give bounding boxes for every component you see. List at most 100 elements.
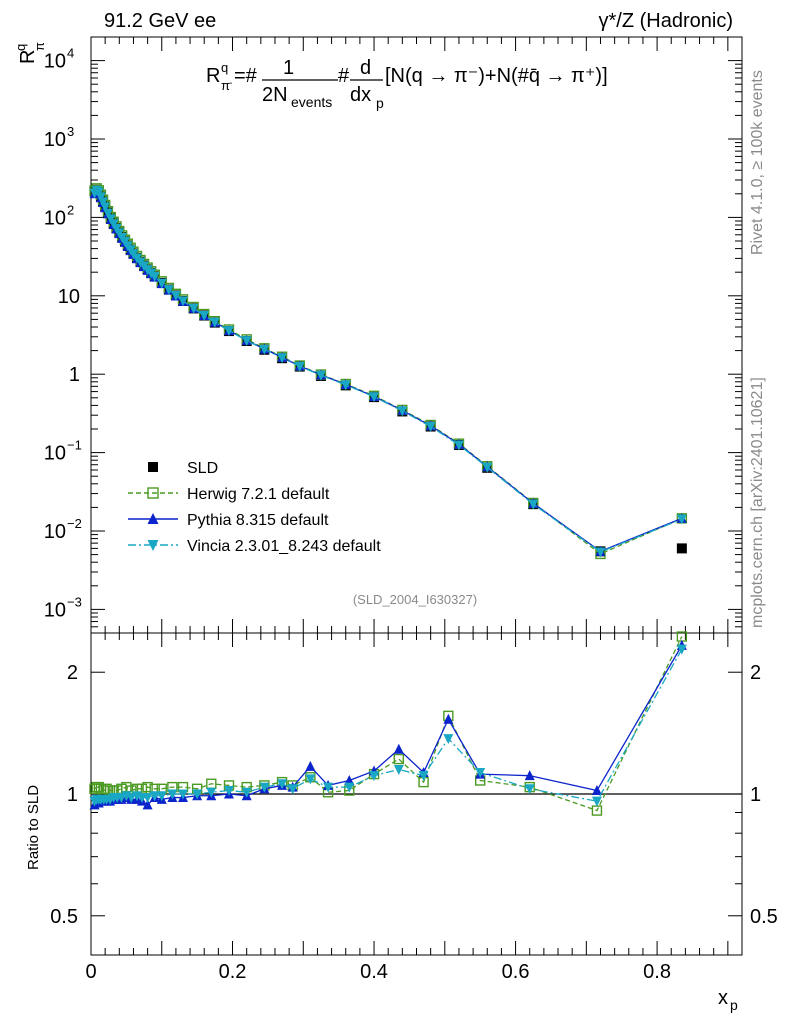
svg-text:d: d bbox=[360, 57, 371, 79]
xtick-label: 0.8 bbox=[643, 961, 671, 983]
xtick-label: 0.6 bbox=[502, 961, 530, 983]
legend-label: Pythia 8.315 default bbox=[187, 512, 329, 529]
data-point bbox=[163, 285, 174, 296]
ratio-point bbox=[126, 793, 137, 804]
series-line bbox=[94, 190, 683, 553]
data-point bbox=[315, 370, 326, 381]
svg-text:[N(q → π⁻)+N(#q̄ → π⁺)]: [N(q → π⁻)+N(#q̄ → π⁺)] bbox=[385, 65, 608, 87]
data-point bbox=[156, 278, 167, 289]
ratio-y-axis-title: Ratio to SLD bbox=[25, 785, 42, 870]
xtick-label: 0.2 bbox=[219, 961, 247, 983]
main-ytick-label: 10 bbox=[44, 51, 66, 73]
data-point bbox=[199, 311, 210, 322]
data-point bbox=[676, 514, 687, 525]
data-point bbox=[277, 353, 288, 364]
main-ytick-label: 10 bbox=[44, 443, 66, 465]
ratio-point bbox=[475, 768, 486, 779]
svg-text:1: 1 bbox=[283, 57, 294, 79]
svg-text:π: π bbox=[221, 78, 230, 93]
svg-text:dx: dx bbox=[350, 84, 371, 106]
ratio-point bbox=[305, 760, 316, 771]
data-point bbox=[482, 462, 493, 473]
data-point bbox=[223, 326, 234, 337]
series-line bbox=[94, 189, 683, 553]
main-ytick-label: 10 bbox=[58, 286, 80, 308]
ratio-point bbox=[142, 793, 153, 804]
main-ytick-label: 10 bbox=[44, 129, 66, 151]
ratio-point bbox=[167, 789, 178, 800]
ratio-ytick-label: 1 bbox=[67, 784, 78, 806]
main-ytick-exp: −3 bbox=[67, 594, 82, 609]
ratio-point bbox=[142, 781, 153, 793]
ratio-point bbox=[591, 805, 603, 816]
ratio-point bbox=[344, 774, 355, 785]
data-point bbox=[170, 290, 181, 301]
data-point bbox=[595, 547, 606, 558]
legend-marker bbox=[148, 462, 158, 472]
ratio-series-line bbox=[94, 636, 683, 812]
svg-text:R: R bbox=[17, 50, 39, 64]
legend-label: Herwig 7.2.1 default bbox=[187, 486, 330, 503]
ratio-point bbox=[156, 791, 167, 802]
ratio-point bbox=[393, 753, 405, 765]
svg-text:π: π bbox=[32, 42, 47, 51]
main-ytick-label: 10 bbox=[44, 207, 66, 229]
analysis-id: (SLD_2004_I630327) bbox=[353, 592, 477, 607]
ratio-ytick-label: 0.5 bbox=[50, 906, 78, 928]
xtick-label: 0.4 bbox=[360, 961, 388, 983]
data-point bbox=[102, 208, 113, 219]
ratio-point bbox=[443, 734, 454, 745]
main-ytick-exp: 2 bbox=[67, 202, 74, 217]
legend-marker bbox=[147, 487, 159, 499]
ratio-ytick-label: 2 bbox=[67, 662, 78, 684]
ratio-point bbox=[676, 644, 687, 655]
main-ytick-label: 10 bbox=[44, 521, 66, 543]
data-point bbox=[149, 272, 160, 283]
series-line bbox=[94, 187, 683, 555]
ratio-point bbox=[287, 784, 298, 795]
ratio-ytick-label-right: 2 bbox=[750, 662, 761, 684]
rivet-label: Rivet 4.1.0, ≥ 100k events bbox=[749, 70, 766, 255]
data-point bbox=[453, 440, 464, 451]
ratio-point bbox=[524, 770, 535, 781]
ratio-series-line bbox=[94, 645, 683, 806]
data-point bbox=[188, 303, 199, 314]
ratio-point bbox=[192, 789, 203, 800]
main-ytick-exp: −1 bbox=[67, 438, 82, 453]
xtick-label: 0 bbox=[85, 961, 96, 983]
main-ytick-exp: 4 bbox=[67, 46, 74, 61]
legend-label: Vincia 2.3.01_8.243 default bbox=[187, 538, 381, 555]
ratio-point bbox=[305, 774, 316, 785]
ratio-point bbox=[259, 782, 270, 793]
ratio-point bbox=[142, 799, 153, 810]
svg-text:R: R bbox=[206, 65, 220, 87]
energy-label: 91.2 GeV ee bbox=[104, 10, 216, 32]
ratio-point bbox=[418, 771, 429, 782]
legend-label: SLD bbox=[187, 460, 218, 477]
ratio-ytick-label-right: 1 bbox=[750, 784, 761, 806]
process-label: γ*/Z (Hadronic) bbox=[599, 10, 733, 32]
data-point bbox=[425, 422, 436, 433]
data-point bbox=[397, 406, 408, 417]
ratio-point bbox=[241, 787, 252, 798]
main-ytick-label: 10 bbox=[44, 599, 66, 621]
svg-text:#: # bbox=[338, 65, 350, 87]
x-axis-title: x p bbox=[718, 987, 738, 1013]
svg-text:-: - bbox=[229, 78, 232, 89]
data-point bbox=[95, 192, 106, 203]
data-point bbox=[241, 336, 252, 347]
ratio-point bbox=[277, 779, 288, 790]
svg-text:q: q bbox=[13, 44, 28, 51]
ratio-point bbox=[223, 786, 234, 797]
ratio-series-line bbox=[94, 648, 683, 802]
ratio-point bbox=[369, 771, 380, 782]
svg-text:=#: =# bbox=[234, 65, 258, 87]
ratio-point bbox=[177, 789, 188, 800]
ratio-point bbox=[524, 784, 535, 795]
ratio-point bbox=[323, 782, 334, 793]
data-point bbox=[177, 296, 188, 307]
svg-text:p: p bbox=[376, 95, 384, 111]
mcplots-label: mcplots.cern.ch [arXiv:2401.10621] bbox=[749, 377, 766, 628]
data-point bbox=[98, 197, 109, 208]
